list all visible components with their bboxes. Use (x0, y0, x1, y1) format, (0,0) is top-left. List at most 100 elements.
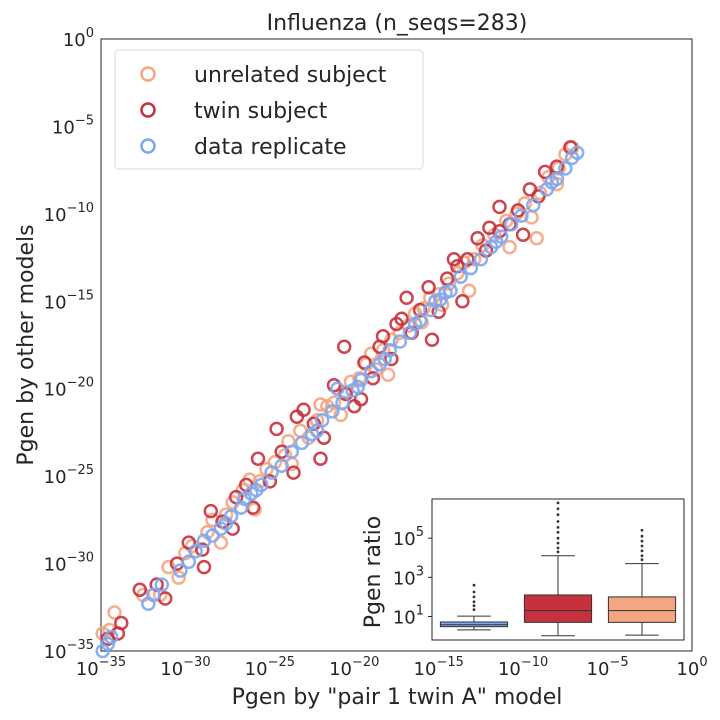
point-replicate (218, 516, 234, 531)
plot-frame (100, 38, 693, 652)
legend-marker-twin (140, 102, 156, 118)
point-unrelated (502, 239, 517, 255)
y-tick-label: 10−20 (44, 376, 94, 401)
point-twin (181, 535, 197, 550)
x-tick-label: 100 (676, 655, 707, 680)
point-unrelated (205, 512, 220, 528)
point-replicate (438, 285, 453, 300)
point-twin (357, 355, 372, 370)
inset-y-tick-label: 101 (393, 604, 424, 629)
box-outlier-twin (556, 526, 560, 529)
point-twin (537, 164, 553, 180)
box-outlier-replicate (472, 600, 476, 604)
point-twin (286, 465, 301, 480)
box-outlier-twin (556, 520, 560, 523)
point-twin (269, 421, 284, 437)
point-replicate (558, 161, 573, 176)
box-outlier-unrelated (640, 539, 644, 543)
box-outlier-twin (556, 501, 560, 505)
point-replicate (377, 351, 392, 367)
point-twin (250, 451, 266, 466)
x-tick-label: 10−35 (76, 655, 126, 680)
box-outlier-replicate (472, 583, 476, 587)
point-twin (389, 316, 404, 332)
point-replicate (488, 234, 504, 250)
point-replicate (526, 197, 541, 213)
point-replicate (205, 528, 220, 543)
x-tick-label: 10−5 (587, 655, 629, 680)
point-twin (289, 409, 305, 424)
legend-label-twin: twin subject (194, 99, 328, 124)
point-twin (421, 280, 436, 295)
point-twin (455, 294, 470, 309)
point-twin (460, 252, 475, 267)
box-outlier-unrelated (640, 558, 644, 562)
box-outlier-unrelated (640, 544, 644, 548)
point-replicate (294, 435, 310, 451)
point-unrelated (529, 231, 544, 246)
point-replicate (353, 372, 369, 388)
point-unrelated (466, 252, 482, 267)
point-replicate (463, 260, 479, 276)
inset-y-tick-label: 103 (393, 564, 424, 589)
point-replicate (100, 636, 116, 652)
point-replicate (188, 544, 203, 559)
y-tick-label: 10−5 (52, 113, 94, 138)
box-outlier-unrelated (640, 534, 644, 538)
point-twin (384, 351, 399, 367)
box-outlier-twin (556, 513, 560, 517)
box-outlier-unrelated (640, 549, 644, 553)
point-replicate (335, 395, 350, 410)
inset-boxplot: 101 103 105 Pgen ratio (361, 498, 685, 641)
point-unrelated (102, 622, 117, 638)
point-replicate (173, 563, 188, 578)
point-unrelated (384, 332, 399, 348)
point-twin (399, 290, 414, 306)
point-replicate (504, 217, 519, 232)
box-outlier-replicate (472, 604, 476, 608)
y-tick-label: 10−10 (44, 201, 94, 226)
point-twin (446, 252, 462, 267)
box-outlier-twin (556, 546, 560, 550)
y-tick-label: 100 (63, 26, 94, 51)
inset-y-tick-label: 105 (393, 525, 424, 550)
y-tick-label: 10−35 (44, 638, 94, 663)
box-outlier-twin (556, 507, 560, 511)
legend-label-unrelated: unrelated subject (194, 63, 387, 88)
box-outlier-twin (556, 530, 560, 534)
x-axis-label: Pgen by "pair 1 twin A" model (232, 685, 563, 710)
legend-item-unrelated: unrelated subject (140, 63, 387, 88)
point-replicate (473, 252, 489, 267)
x-tick-label: 10−25 (245, 655, 295, 680)
point-twin (470, 231, 485, 246)
chart-title: Influenza (n_seqs=283) (267, 11, 528, 36)
point-unrelated (309, 412, 325, 428)
point-replicate (392, 334, 408, 349)
point-unrelated (247, 502, 262, 517)
box-outlier-unrelated (640, 554, 644, 558)
point-unrelated (326, 395, 342, 410)
point-twin (313, 451, 328, 466)
box-outlier-twin (556, 541, 560, 545)
legend-item-twin: twin subject (140, 99, 328, 124)
box-outlier-twin (556, 550, 560, 554)
legend: unrelated subject twin subject data repl… (114, 49, 424, 170)
point-replicate (363, 363, 379, 379)
point-unrelated (171, 570, 186, 585)
point-unrelated (352, 370, 367, 386)
point-unrelated (107, 605, 122, 620)
point-replicate (146, 587, 161, 603)
point-twin (274, 444, 289, 459)
point-twin (482, 220, 497, 236)
point-unrelated (461, 283, 477, 299)
point-twin (412, 302, 428, 318)
point-replicate (309, 423, 325, 438)
x-tick-label: 10−10 (498, 655, 548, 680)
y-tick-labels: 10−35 10−30 10−25 10−20 10−15 10−10 10−5 100 (44, 26, 94, 663)
point-replicate (233, 500, 249, 515)
box-outlier-unrelated (640, 528, 644, 532)
point-replicate (264, 465, 279, 480)
point-unrelated (380, 367, 396, 382)
point-replicate (325, 404, 340, 419)
y-axis-label: Pgen by other models (14, 224, 39, 465)
